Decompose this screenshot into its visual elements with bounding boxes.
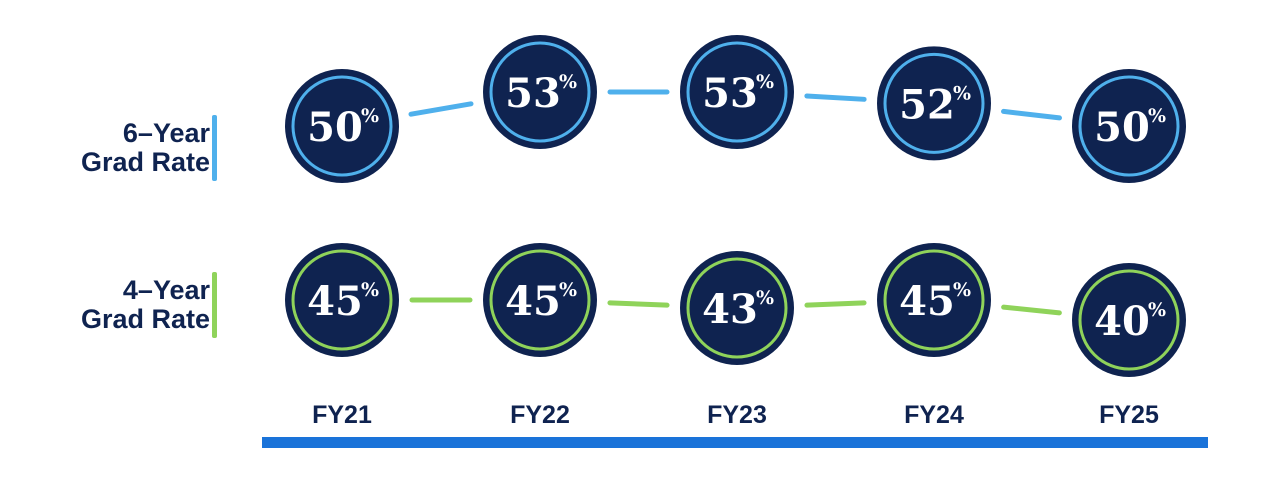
series-1-point-fy24: 52%	[877, 46, 991, 161]
category-label-fy23: FY23	[707, 401, 767, 429]
bubble-ring	[1078, 269, 1180, 371]
series-1-point-fy25: 50%	[1072, 69, 1186, 183]
row-label-6-year-line2: Grad Rate	[80, 147, 210, 177]
series-2-point-fy23: 43%	[680, 251, 794, 365]
data-label: 52	[899, 81, 955, 128]
row-label-4-year-line1: 4–Year	[122, 275, 210, 305]
row-accent-bar-6-year	[212, 115, 217, 181]
percent-sign: %	[1148, 299, 1166, 321]
data-label: 50	[307, 104, 363, 151]
data-label: 45	[899, 278, 955, 325]
bubble-ring	[291, 75, 393, 177]
data-label: 43	[702, 286, 758, 333]
bubble-ring	[686, 41, 788, 143]
series-2-point-fy22: 45%	[483, 243, 597, 357]
x-axis-line	[262, 437, 1208, 448]
percent-sign: %	[361, 105, 379, 127]
series-1-connector-1	[408, 101, 474, 117]
data-label: 40	[1094, 298, 1150, 345]
bubble-ring	[489, 41, 591, 143]
bubble-circle	[483, 35, 597, 149]
bubble-circle	[680, 251, 794, 365]
row-label-6-year-line1: 6–Year	[122, 118, 210, 148]
series-1-connector-3	[804, 93, 867, 102]
series-1-point-fy23: 53%	[680, 35, 794, 149]
bubble-circle	[680, 35, 794, 149]
percent-sign: %	[953, 82, 971, 104]
bubble-circle	[1072, 69, 1186, 183]
bubble-circle	[1072, 263, 1186, 377]
series-1-point-fy22: 53%	[483, 35, 597, 149]
series-1-connector-4	[1001, 108, 1062, 121]
bubble-circle	[285, 243, 399, 357]
category-label-fy22: FY22	[510, 401, 570, 429]
percent-sign: %	[1148, 105, 1166, 127]
row-label-4-year-line2: Grad Rate	[80, 304, 210, 334]
series-2-point-fy25: 40%	[1072, 263, 1186, 377]
percent-sign: %	[756, 71, 774, 93]
bubble-ring	[291, 249, 393, 351]
series-1-point-fy21: 50%	[285, 69, 399, 183]
series-2-connector-2	[607, 300, 670, 308]
data-label: 45	[505, 278, 561, 325]
data-label: 53	[702, 70, 758, 117]
data-label: 45	[307, 278, 363, 325]
series-2-connector-3	[804, 300, 867, 308]
data-label: 50	[1094, 104, 1150, 151]
bubble-circle	[483, 243, 597, 357]
percent-sign: %	[559, 71, 577, 93]
category-label-fy24: FY24	[904, 401, 964, 429]
bubble-ring	[883, 52, 985, 154]
bubble-circle	[877, 46, 991, 161]
bubble-ring	[883, 249, 985, 351]
row-accent-bar-4-year	[212, 272, 217, 338]
percent-sign: %	[361, 279, 379, 301]
data-label: 53	[505, 70, 561, 117]
row-label-4-year: 4–Year Grad Rate	[0, 276, 210, 334]
bubble-circle	[877, 243, 991, 357]
percent-sign: %	[559, 279, 577, 301]
bubble-ring	[686, 257, 788, 359]
series-2-point-fy21: 45%	[285, 243, 399, 357]
category-label-fy25: FY25	[1099, 401, 1159, 429]
row-label-6-year: 6–Year Grad Rate	[0, 119, 210, 177]
series-2-connector-4	[1001, 304, 1062, 316]
percent-sign: %	[953, 279, 971, 301]
category-label-fy21: FY21	[312, 401, 372, 429]
bubble-circle	[285, 69, 399, 183]
series-2-point-fy24: 45%	[877, 243, 991, 357]
bubble-ring	[489, 249, 591, 351]
bubble-ring	[1078, 75, 1180, 177]
percent-sign: %	[756, 287, 774, 309]
